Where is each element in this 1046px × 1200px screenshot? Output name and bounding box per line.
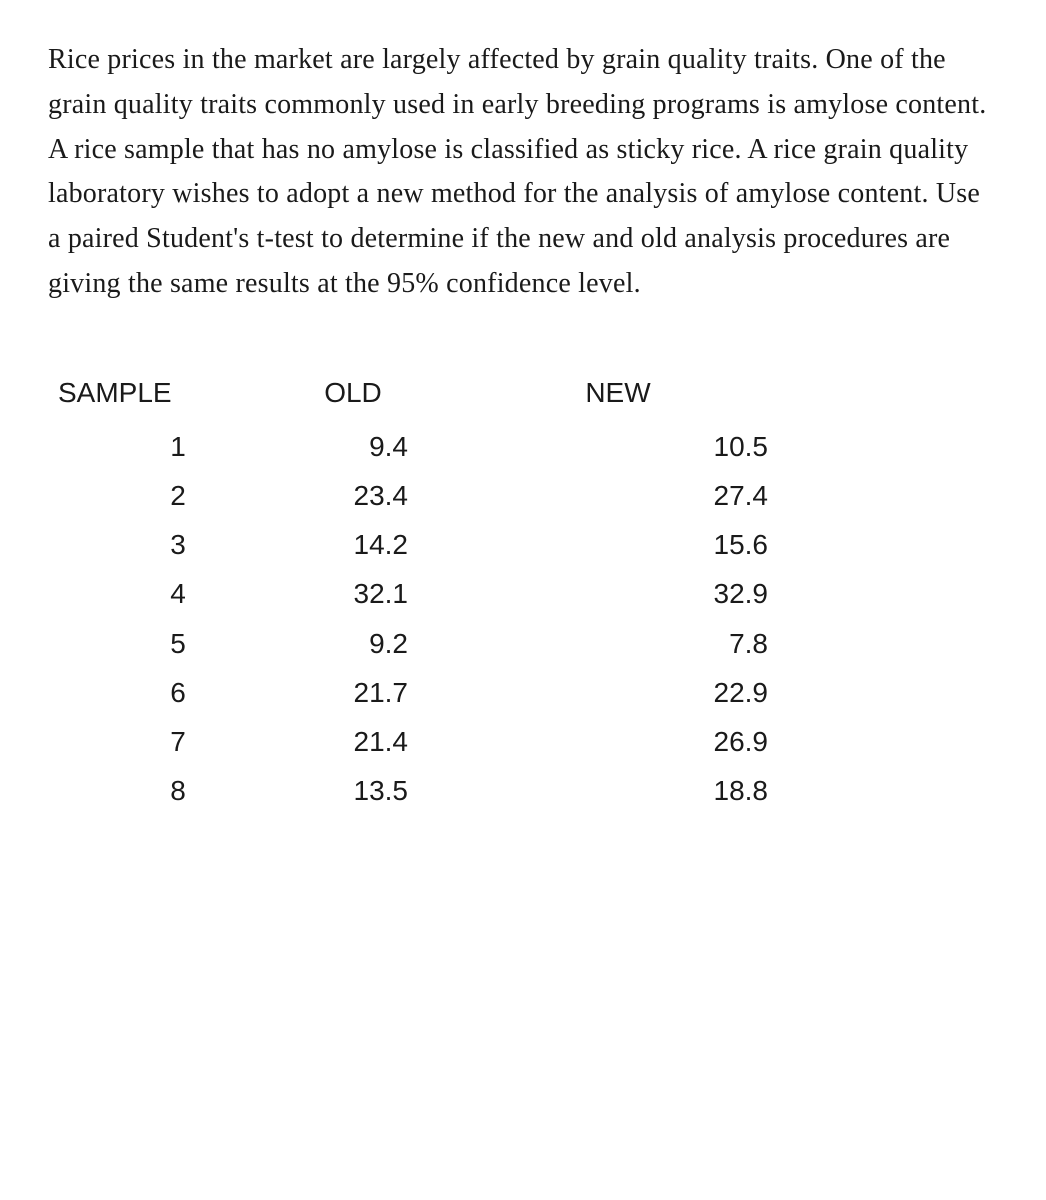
cell-sample: 8 [48, 771, 238, 810]
table-row: 1 9.4 10.5 [48, 427, 998, 466]
table-row: 5 9.2 7.8 [48, 624, 998, 663]
cell-new: 32.9 [468, 574, 828, 613]
header-old: OLD [238, 377, 468, 409]
cell-sample: 7 [48, 722, 238, 761]
cell-new: 22.9 [468, 673, 828, 712]
cell-sample: 1 [48, 427, 238, 466]
cell-old: 13.5 [238, 771, 468, 810]
table-row: 2 23.4 27.4 [48, 476, 998, 515]
cell-sample: 5 [48, 624, 238, 663]
table-header-row: SAMPLE OLD NEW [48, 377, 998, 409]
cell-sample: 2 [48, 476, 238, 515]
cell-new: 7.8 [468, 624, 828, 663]
cell-old: 23.4 [238, 476, 468, 515]
cell-old: 21.7 [238, 673, 468, 712]
cell-new: 27.4 [468, 476, 828, 515]
table-row: 7 21.4 26.9 [48, 722, 998, 761]
cell-old: 14.2 [238, 525, 468, 564]
cell-sample: 6 [48, 673, 238, 712]
table-row: 8 13.5 18.8 [48, 771, 998, 810]
problem-text: Rice prices in the market are largely af… [48, 38, 998, 307]
cell-new: 26.9 [468, 722, 828, 761]
cell-sample: 4 [48, 574, 238, 613]
cell-sample: 3 [48, 525, 238, 564]
table-row: 4 32.1 32.9 [48, 574, 998, 613]
header-new: NEW [468, 377, 768, 409]
data-table: SAMPLE OLD NEW 1 9.4 10.5 2 23.4 27.4 3 … [48, 377, 998, 811]
cell-old: 9.4 [238, 427, 468, 466]
table-row: 6 21.7 22.9 [48, 673, 998, 712]
cell-old: 21.4 [238, 722, 468, 761]
cell-new: 18.8 [468, 771, 828, 810]
cell-old: 9.2 [238, 624, 468, 663]
cell-new: 15.6 [468, 525, 828, 564]
cell-old: 32.1 [238, 574, 468, 613]
header-sample: SAMPLE [48, 377, 238, 409]
table-row: 3 14.2 15.6 [48, 525, 998, 564]
cell-new: 10.5 [468, 427, 828, 466]
